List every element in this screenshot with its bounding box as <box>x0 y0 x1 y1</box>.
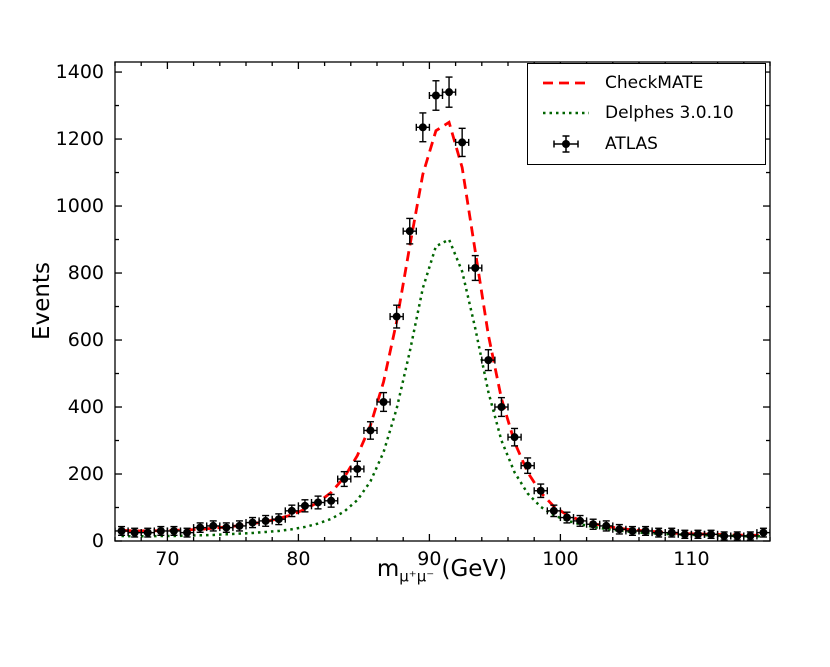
x-axis-label: mμ⁺μ⁻ (GeV) <box>377 556 507 586</box>
legend-entry-delphes: Delphes 3.0.10 <box>528 98 765 128</box>
data-point <box>115 525 129 537</box>
x-tick-label: 70 <box>155 548 179 570</box>
x-tick-label: 100 <box>542 548 578 570</box>
data-point <box>179 527 195 538</box>
xlabel-subscript: μ⁺μ⁻ <box>399 567 435 586</box>
data-point <box>205 520 221 532</box>
data-point <box>716 531 732 541</box>
y-tick-label: 600 <box>68 329 104 351</box>
dashed-line-sample-icon <box>543 81 589 85</box>
x-tick-label: 110 <box>673 548 709 570</box>
legend-label-atlas: ATLAS <box>605 134 658 154</box>
data-point <box>612 523 627 535</box>
xlabel-symbol: m <box>376 556 400 582</box>
y-tick-label: 800 <box>68 262 104 284</box>
data-point <box>703 529 719 540</box>
data-point <box>507 427 522 447</box>
data-point <box>166 525 182 537</box>
legend-label-checkmate: CheckMATE <box>605 73 704 93</box>
data-point <box>389 304 404 329</box>
data-point <box>730 531 745 541</box>
series-line-delphes-3.0.10 <box>121 237 764 538</box>
data-point <box>664 527 679 538</box>
x-tick-label: 80 <box>286 548 310 570</box>
data-point <box>337 470 352 488</box>
data-point <box>284 504 300 518</box>
data-point <box>376 391 391 413</box>
legend-entry-checkmate: CheckMATE <box>528 68 765 98</box>
series-line-checkmate <box>121 120 764 537</box>
data-point <box>546 504 562 518</box>
data-point <box>219 522 234 533</box>
data-point <box>638 525 653 537</box>
y-tick-label: 0 <box>92 530 104 552</box>
data-point <box>468 254 483 282</box>
x-tick-label: 90 <box>417 548 441 570</box>
data-point <box>494 396 509 418</box>
y-tick-label: 400 <box>68 396 104 418</box>
data-point <box>310 495 326 510</box>
data-point <box>350 460 365 478</box>
data-point <box>402 217 417 245</box>
y-axis-label: Events <box>29 262 55 340</box>
data-point <box>559 511 575 524</box>
legend-label-delphes: Delphes 3.0.10 <box>605 103 734 123</box>
data-point <box>454 127 470 158</box>
data-point <box>258 514 273 527</box>
y-tick-label: 1200 <box>56 128 104 150</box>
data-point <box>441 76 457 108</box>
data-point <box>153 525 169 537</box>
data-point <box>271 513 286 526</box>
data-point <box>690 529 706 540</box>
data-point <box>363 421 378 440</box>
data-point <box>651 527 666 538</box>
data-point <box>743 531 758 541</box>
y-tick-label: 200 <box>68 463 104 485</box>
axes-frame <box>114 61 771 542</box>
data-point <box>245 516 260 529</box>
data-point <box>533 483 548 499</box>
legend: CheckMATE Delphes 3.0.10 ATLAS <box>527 63 766 165</box>
xlabel-unit: (GeV) <box>434 556 508 582</box>
plot-area <box>115 76 770 541</box>
errorbar-marker-sample-icon <box>553 135 579 153</box>
y-tick-label: 1000 <box>56 195 104 217</box>
legend-entry-atlas: ATLAS <box>528 128 765 160</box>
data-point <box>428 80 444 111</box>
data-point <box>520 457 535 475</box>
y-tick-label: 1400 <box>56 61 104 83</box>
data-point <box>756 527 770 538</box>
data-point <box>415 112 431 143</box>
data-point <box>677 529 693 540</box>
data-point <box>232 520 247 532</box>
data-point <box>323 493 339 508</box>
data-point <box>481 349 496 372</box>
data-point <box>625 525 640 537</box>
dotted-line-sample-icon <box>543 111 589 115</box>
